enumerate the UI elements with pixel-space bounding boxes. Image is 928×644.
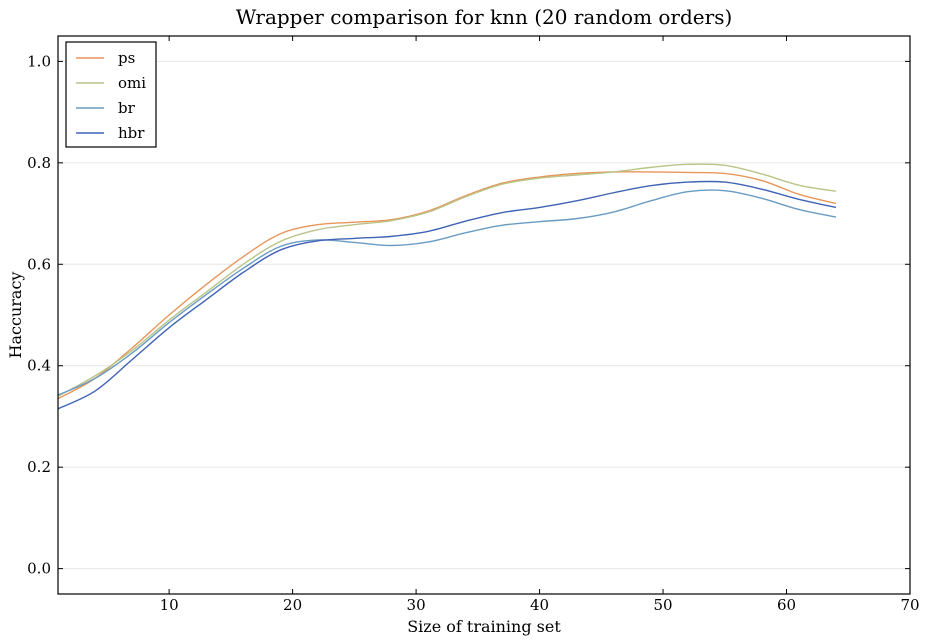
x-tick-label: 40 <box>530 596 549 614</box>
y-tick-label: 1.0 <box>27 52 51 70</box>
y-tick-label: 0.0 <box>27 560 51 578</box>
legend-label-br: br <box>118 99 136 117</box>
legend: ps omi br hbr <box>65 41 157 148</box>
legend-label-hbr: hbr <box>118 124 145 142</box>
y-axis-label: Haccuracy <box>6 272 25 359</box>
y-tick-label: 0.4 <box>27 357 51 375</box>
tick-labels: 0.0 0.2 0.4 0.6 0.8 1.0 10 20 30 40 50 60 70 <box>27 52 919 614</box>
series-line-omi <box>57 163 837 397</box>
legend-label-omi: omi <box>118 74 146 92</box>
series-line-br <box>57 189 837 396</box>
series-line-ps <box>57 171 837 400</box>
y-tick-label: 0.8 <box>27 154 51 172</box>
x-tick-label: 30 <box>407 596 426 614</box>
series-lines <box>57 163 837 410</box>
legend-box <box>65 41 157 148</box>
grid-lines <box>58 60 910 570</box>
y-tick-label: 0.2 <box>27 458 51 476</box>
chart-title: Wrapper comparison for knn (20 random or… <box>236 5 733 29</box>
plot-frame <box>57 35 911 595</box>
x-tick-label: 70 <box>900 596 919 614</box>
x-tick-label: 10 <box>160 596 179 614</box>
x-axis-label: Size of training set <box>407 617 561 636</box>
legend-label-ps: ps <box>118 49 135 67</box>
x-tick-label: 50 <box>653 596 672 614</box>
y-tick-label: 0.6 <box>27 255 51 273</box>
series-line-hbr <box>57 180 837 410</box>
x-tick-label: 60 <box>777 596 796 614</box>
x-tick-label: 20 <box>283 596 302 614</box>
